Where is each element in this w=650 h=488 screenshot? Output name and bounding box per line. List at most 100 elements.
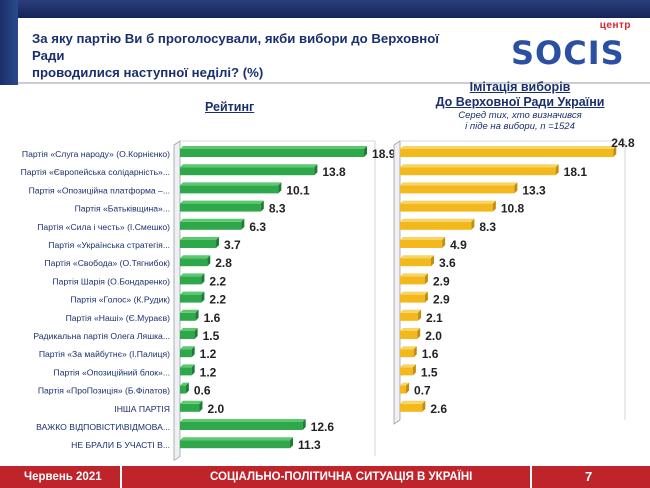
rating-bar-side [199, 400, 203, 412]
simulation-bar-top [400, 146, 617, 149]
simulation-bar [400, 403, 423, 412]
rating-bar [180, 294, 202, 303]
rating-bar [180, 385, 186, 394]
simulation-bar-top [400, 346, 417, 350]
rating-bar-side [314, 164, 318, 176]
simulation-bar-group: 1.5 [400, 364, 438, 379]
page-number: 7 [585, 469, 593, 484]
rating-bar-side [278, 182, 282, 194]
rating-bar-side [191, 364, 195, 376]
simulation-bars: 24.8 18.1 13.3 10.8 8.3 4.9 3.6 2.9 2.9 2.1 2.0 1.6… [400, 136, 635, 416]
rating-value-label: 3.7 [224, 238, 241, 252]
simulation-value-label: 0.7 [414, 384, 431, 398]
simulation-bar-side [412, 364, 416, 376]
category-label: Партія «ПроПозиція» (Б.Філатов) [38, 386, 170, 396]
rating-bar-side [191, 346, 195, 358]
simulation-bar-top [400, 382, 410, 386]
simulation-title-line-1: Імітація виборів [469, 80, 571, 94]
rating-bar-top [180, 237, 220, 240]
simulation-bar-side [492, 200, 496, 212]
rating-bar-group: Партія «Свобода» (О.Тягнибок) 2.8 [45, 255, 232, 270]
rating-bar [180, 349, 192, 358]
simulation-bar-side [442, 237, 446, 248]
simulation-bar-group: 2.9 [400, 291, 450, 307]
footer-title: СОЦІАЛЬНО-ПОЛІТИЧНА СИТУАЦІЯ В УКРАЇНІ [210, 471, 473, 483]
rating-bar-group: Партія «Сила і честь» (І.Смешко) 6.3 [37, 218, 266, 234]
simulation-bar [400, 276, 425, 285]
category-label: Партія «За майбутнє» (І.Палиця) [39, 349, 170, 359]
rating-bar-group: Партія «Опозиційний блок»... 1.2 [54, 364, 217, 379]
simulation-bar-group: 18.1 [400, 164, 587, 179]
rating-value-label: 2.8 [215, 256, 232, 270]
simulation-bar-side [417, 328, 421, 339]
rating-bar-side [216, 237, 220, 248]
category-label: Партія «Опозиційна платформа –... [29, 185, 170, 195]
simulation-bar-side [422, 400, 426, 412]
rating-bar-top [180, 291, 205, 295]
rating-value-label: 12.6 [311, 420, 335, 434]
simulation-bar [400, 221, 472, 230]
simulation-bar-top [400, 273, 428, 277]
simulation-chart-title: Імітація виборів До Верховної Ради Украї… [420, 80, 620, 110]
simulation-bar-top [400, 164, 559, 168]
rating-bar-group: Партія «Європейська солідарність»... 13.8 [21, 164, 346, 179]
simulation-bar-side [613, 146, 617, 157]
rating-bar-top [180, 419, 306, 422]
rating-bar [180, 312, 196, 321]
simulation-bar-top [400, 182, 518, 186]
rating-value-label: 10.1 [286, 183, 310, 197]
rating-bar-top [180, 364, 195, 368]
rating-bar-top [180, 346, 195, 350]
category-label: ІНША ПАРТІЯ [114, 404, 170, 414]
rating-bar-side [302, 419, 306, 430]
rating-bar-top [180, 200, 264, 204]
simulation-bar-side [471, 218, 475, 230]
simulation-axis-wall [393, 140, 401, 425]
rating-value-label: 18.9 [372, 147, 396, 161]
rating-bar-side [364, 146, 368, 157]
rating-bar-top [180, 400, 203, 404]
rating-bar-top [180, 382, 189, 386]
simulation-bar-side [424, 291, 428, 303]
rating-bar-top [180, 437, 294, 441]
rating-bar-group: Партія «За майбутнє» (І.Палиця) 1.2 [39, 346, 217, 361]
rating-bar-top [180, 309, 199, 313]
category-label: Партія «Слуга народу» (О.Корнієнко) [22, 149, 170, 159]
rating-bar-side [241, 218, 245, 230]
category-label: Партія «Свобода» (О.Тягнибок) [45, 258, 171, 268]
rating-bar-top [180, 328, 198, 331]
rating-bar-side [195, 309, 199, 321]
simulation-bar-group: 10.8 [400, 200, 525, 216]
category-label: Партія «Українська стратегія... [48, 240, 170, 250]
simulation-bar [400, 167, 556, 176]
simulation-value-label: 10.8 [501, 202, 525, 216]
rating-bar-side [207, 255, 211, 267]
page-title-line-1: За яку партію Ви б проголосували, якби в… [32, 31, 440, 63]
simulation-value-label: 1.5 [421, 365, 438, 379]
simulation-value-label: 2.9 [433, 293, 450, 307]
rating-bar-top [180, 164, 318, 168]
simulation-bar-side [424, 273, 428, 285]
simulation-bar-side [406, 382, 410, 394]
category-label: Партія «Сила і честь» (І.Смешко) [37, 222, 170, 232]
category-label: Партія «Батьківщина»... [75, 204, 170, 214]
rating-bars: Партія «Слуга народу» (О.Корнієнко) 18.9 П… [21, 146, 396, 452]
rating-bar-side [290, 437, 294, 449]
rating-bar-group: Партія «ПроПозиція» (Б.Філатов) 0.6 [38, 382, 211, 398]
rating-bar [180, 331, 195, 339]
simulation-bar-top [400, 237, 446, 240]
simulation-bar-group: 2.9 [400, 273, 450, 288]
logo-small-text: центр [599, 20, 631, 31]
simulation-bar-group: 2.1 [400, 309, 443, 325]
rating-value-label: 8.3 [269, 202, 286, 216]
rating-value-label: 1.5 [203, 329, 220, 343]
simulation-bar [400, 185, 515, 194]
left-accent-bar [0, 0, 18, 85]
rating-value-label: 13.8 [322, 165, 346, 179]
rating-chart-frame [173, 140, 376, 462]
rating-value-label: 2.0 [207, 402, 224, 416]
simulation-value-label: 13.3 [522, 183, 546, 197]
simulation-bar-group: 3.6 [400, 255, 456, 270]
rating-bar [180, 440, 291, 449]
simulation-bar-group: 0.7 [400, 382, 431, 398]
